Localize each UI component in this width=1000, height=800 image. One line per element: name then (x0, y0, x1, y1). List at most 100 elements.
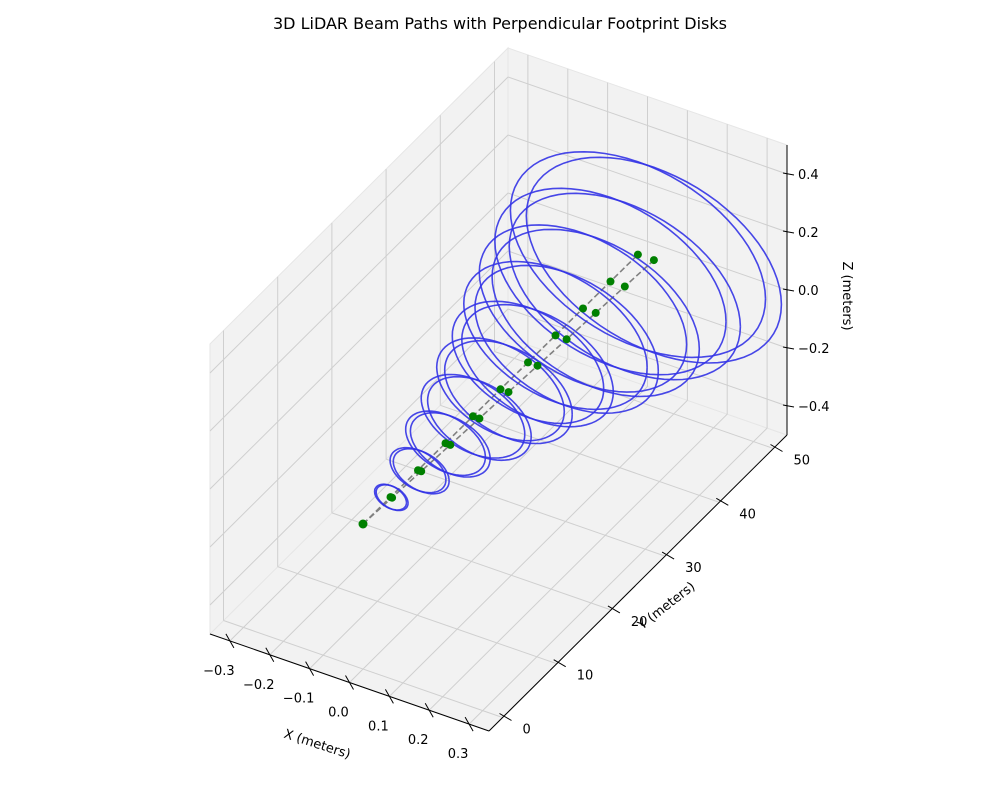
z-grid-line (209, 192, 509, 490)
footprint-disk (494, 187, 727, 376)
y-grid-line (440, 404, 720, 503)
x-grid-line (428, 413, 728, 711)
chart-title: 3D LiDAR Beam Paths with Perpendicular F… (273, 14, 727, 33)
footprint-disk (435, 337, 566, 442)
z-tick-mark (782, 172, 795, 176)
footprint-center-marker (388, 493, 397, 502)
footprint-center-marker (524, 358, 532, 367)
x-tick-label: 0.1 (368, 719, 389, 734)
footprint-center-marker (551, 331, 560, 340)
footprint-disk (491, 228, 701, 398)
x-grid-line (309, 372, 608, 669)
footprint-disk (462, 260, 648, 411)
z-grid-line (507, 76, 788, 175)
x-tick-mark (345, 675, 354, 690)
z-tick-mark (782, 404, 795, 408)
z-tick-label: −0.4 (798, 400, 830, 415)
footprint-disk (451, 300, 605, 425)
y-grid-line (331, 512, 612, 611)
footprint-disk (404, 410, 487, 477)
z-grid-line (507, 192, 788, 291)
footprint-disk (474, 264, 660, 415)
footprint-disk (508, 192, 742, 381)
y-tick-label: 10 (577, 669, 594, 684)
footprint-centers (358, 250, 658, 529)
beam-path (362, 259, 655, 525)
z-tick-label: 0.4 (798, 168, 819, 183)
footprint-disk (389, 446, 447, 494)
beam-origin-marker (358, 519, 368, 529)
y-tick-mark (499, 713, 512, 721)
y-grid-line (223, 620, 503, 718)
z-axis-label: Z (meters) (839, 261, 854, 330)
footprint-center-marker (496, 385, 505, 394)
y-tick-label: 0 (523, 723, 531, 738)
y-axis-label: Y (meters) (635, 579, 699, 633)
z-grid-line (507, 308, 788, 407)
footprint-disks (373, 150, 783, 512)
footprint-disk (460, 303, 615, 428)
y-tick-mark (661, 551, 675, 560)
x-tick-mark (265, 647, 275, 663)
y-tick-mark (770, 444, 783, 452)
footprint-disk (478, 224, 688, 393)
footprint-center-marker (633, 250, 642, 259)
x-tick-mark (424, 702, 434, 718)
y-tick-label: 40 (739, 507, 756, 522)
footprint-center-marker (606, 277, 615, 286)
x-grid-line (468, 427, 768, 725)
z-grid-line (507, 134, 788, 233)
y-tick-label: 30 (685, 561, 702, 576)
footprint-center-marker (649, 256, 658, 265)
x-tick-mark (225, 633, 235, 649)
footprint-disk (509, 150, 767, 359)
footprint-center-marker (620, 282, 629, 291)
y-tick-mark (553, 659, 566, 668)
z-grid-line (209, 134, 509, 432)
x-tick-label: 0.3 (448, 747, 469, 762)
y-tick-mark (607, 605, 621, 614)
x-tick-label: 0.2 (408, 733, 429, 748)
x-tick-mark (384, 689, 394, 704)
footprint-center-marker (446, 440, 455, 449)
z-tick-mark (782, 346, 795, 350)
footprint-center-marker (591, 308, 600, 317)
x-tick-label: −0.3 (203, 664, 235, 679)
footprint-disk (409, 411, 491, 478)
y-grid-line (277, 566, 557, 665)
footprint-center-marker (579, 304, 587, 313)
y-axis-line (488, 434, 788, 732)
x-grid-line (389, 400, 688, 697)
footprint-disk (375, 483, 409, 512)
footprint-disk (426, 375, 532, 462)
x-tick-mark (305, 661, 315, 676)
z-tick-mark (782, 230, 795, 234)
x-tick-label: −0.1 (283, 692, 315, 707)
footprint-disk (525, 156, 783, 364)
grid-lines (209, 54, 788, 725)
z-grid-line (209, 76, 509, 374)
x-grid-line (229, 344, 529, 642)
x-tick-label: 0.0 (328, 706, 349, 721)
footprint-center-marker (469, 412, 477, 421)
footprint-center-marker (475, 414, 484, 423)
footprint-center-marker (417, 467, 426, 476)
y-tick-label: 20 (631, 615, 648, 630)
x-tick-label: −0.2 (243, 678, 275, 693)
x-tick-mark (464, 716, 474, 732)
z-tick-label: 0.0 (798, 284, 819, 299)
footprint-center-marker (533, 361, 542, 370)
z-grid-line (209, 250, 509, 548)
footprint-center-marker (562, 335, 571, 344)
z-tick-label: 0.2 (798, 226, 819, 241)
axis-ticks: −0.3 −0.2 −0.1 0.0 0.1 0.2 0.3 0 10 20 30 40 50 −0.4 −… (203, 168, 829, 762)
footprint-center-marker (504, 388, 513, 397)
z-tick-mark (782, 288, 795, 292)
z-tick-label: −0.2 (798, 342, 830, 357)
x-grid-line (349, 386, 648, 683)
y-tick-mark (716, 497, 729, 506)
y-tick-label: 50 (794, 454, 811, 469)
x-axis-label: X (meters) (282, 727, 352, 763)
footprint-disk (392, 447, 450, 495)
